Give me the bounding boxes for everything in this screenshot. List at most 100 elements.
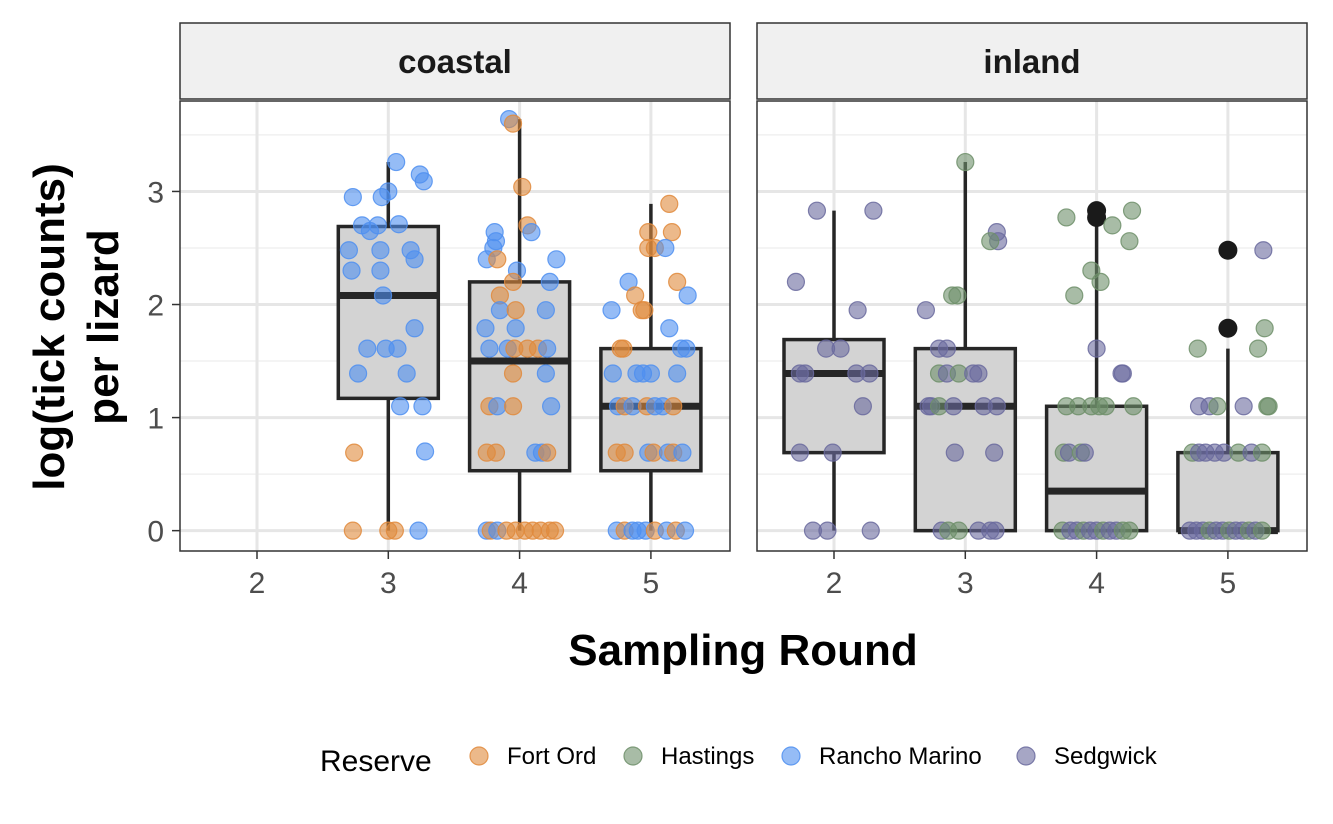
data-point (385, 521, 404, 540)
data-point (358, 339, 377, 358)
data-point (807, 201, 827, 220)
x-tick-label: 4 (1088, 567, 1105, 600)
data-point (388, 339, 407, 358)
data-point (547, 250, 566, 269)
data-point (503, 364, 523, 383)
data-point (545, 521, 565, 540)
legend-label: Rancho Marino (819, 743, 982, 770)
box-5 (1176, 240, 1280, 535)
data-point (488, 250, 507, 269)
data-point (639, 223, 658, 242)
data-point (660, 319, 679, 338)
data-point (948, 286, 967, 305)
box-iqr (1044, 404, 1149, 533)
data-point (864, 201, 883, 220)
data-point (480, 339, 499, 358)
data-point (476, 319, 495, 338)
data-point (861, 521, 880, 540)
legend-label: Fort Ord (507, 743, 596, 770)
data-point (1124, 397, 1143, 416)
data-point (486, 443, 506, 462)
data-point (1113, 364, 1132, 383)
data-point (373, 286, 393, 305)
legend-label: Sedgwick (1054, 743, 1158, 770)
legend-entry: Hastings (623, 743, 754, 770)
legend-key (1016, 746, 1036, 766)
facet-strip-label: inland (983, 43, 1080, 80)
data-point (969, 364, 988, 383)
y-axis-title: log(tick counts) per lizard (25, 163, 128, 491)
data-point (506, 319, 525, 338)
data-point (1255, 319, 1274, 338)
data-point (387, 152, 406, 172)
facet-strip-label: coastal (398, 43, 512, 80)
y-tick-label: 0 (147, 516, 164, 549)
legend-title: Reserve (320, 745, 432, 778)
panel-border (179, 100, 731, 552)
data-point (1120, 521, 1139, 540)
data-point (1208, 397, 1227, 416)
data-point (343, 188, 362, 207)
legend-entry: Rancho Marino (781, 743, 982, 770)
data-point (1057, 208, 1076, 227)
data-point (389, 215, 408, 234)
data-point (853, 397, 872, 416)
data-point (860, 364, 879, 383)
data-point (1252, 443, 1272, 462)
panel-border (756, 100, 1308, 552)
data-point (668, 364, 687, 383)
data-point (371, 261, 390, 280)
y-tick-label: 3 (147, 176, 164, 209)
data-point (660, 194, 679, 213)
data-point (339, 241, 359, 260)
data-point (615, 443, 634, 462)
data-point (656, 238, 675, 258)
data-point (391, 397, 410, 416)
y-tick-label: 1 (147, 403, 164, 436)
legend-key (623, 746, 643, 766)
data-point (664, 397, 683, 416)
data-point (944, 397, 963, 416)
data-point (1248, 339, 1268, 358)
data-point (678, 286, 697, 305)
data-point (405, 319, 424, 338)
jitter-points (339, 109, 697, 540)
data-point (349, 364, 368, 383)
data-point (1103, 216, 1122, 235)
x-tick-label: 5 (643, 567, 660, 600)
data-point (503, 272, 523, 292)
data-point (488, 397, 507, 416)
data-point (1096, 397, 1115, 416)
data-point (786, 272, 806, 292)
data-point (916, 301, 936, 320)
facet-strip (756, 22, 1308, 100)
data-point (1075, 443, 1094, 462)
box-iqr (782, 337, 886, 455)
data-point (1254, 241, 1273, 260)
legend-label: Hastings (661, 743, 754, 770)
data-point (415, 442, 435, 461)
data-point (945, 443, 964, 462)
data-point (848, 301, 867, 320)
x-tick-label: 3 (380, 567, 397, 600)
data-point (343, 521, 362, 540)
data-point (831, 339, 850, 358)
data-point (1252, 521, 1272, 540)
data-point (677, 339, 696, 358)
data-point (506, 301, 525, 320)
data-point (662, 223, 682, 242)
data-point (1234, 397, 1253, 416)
legend-entry: Sedgwick (1016, 743, 1158, 770)
data-point (405, 250, 424, 269)
legend-key (469, 746, 489, 766)
data-point (668, 272, 687, 292)
data-point (503, 397, 523, 416)
box-2 (782, 210, 886, 531)
y-tick-label: 2 (147, 290, 164, 323)
data-point (956, 152, 975, 172)
x-tick-label: 2 (249, 567, 266, 600)
box-iqr (1176, 450, 1280, 533)
legend-key (781, 746, 801, 766)
data-point (1087, 339, 1106, 358)
data-point (985, 443, 1004, 462)
